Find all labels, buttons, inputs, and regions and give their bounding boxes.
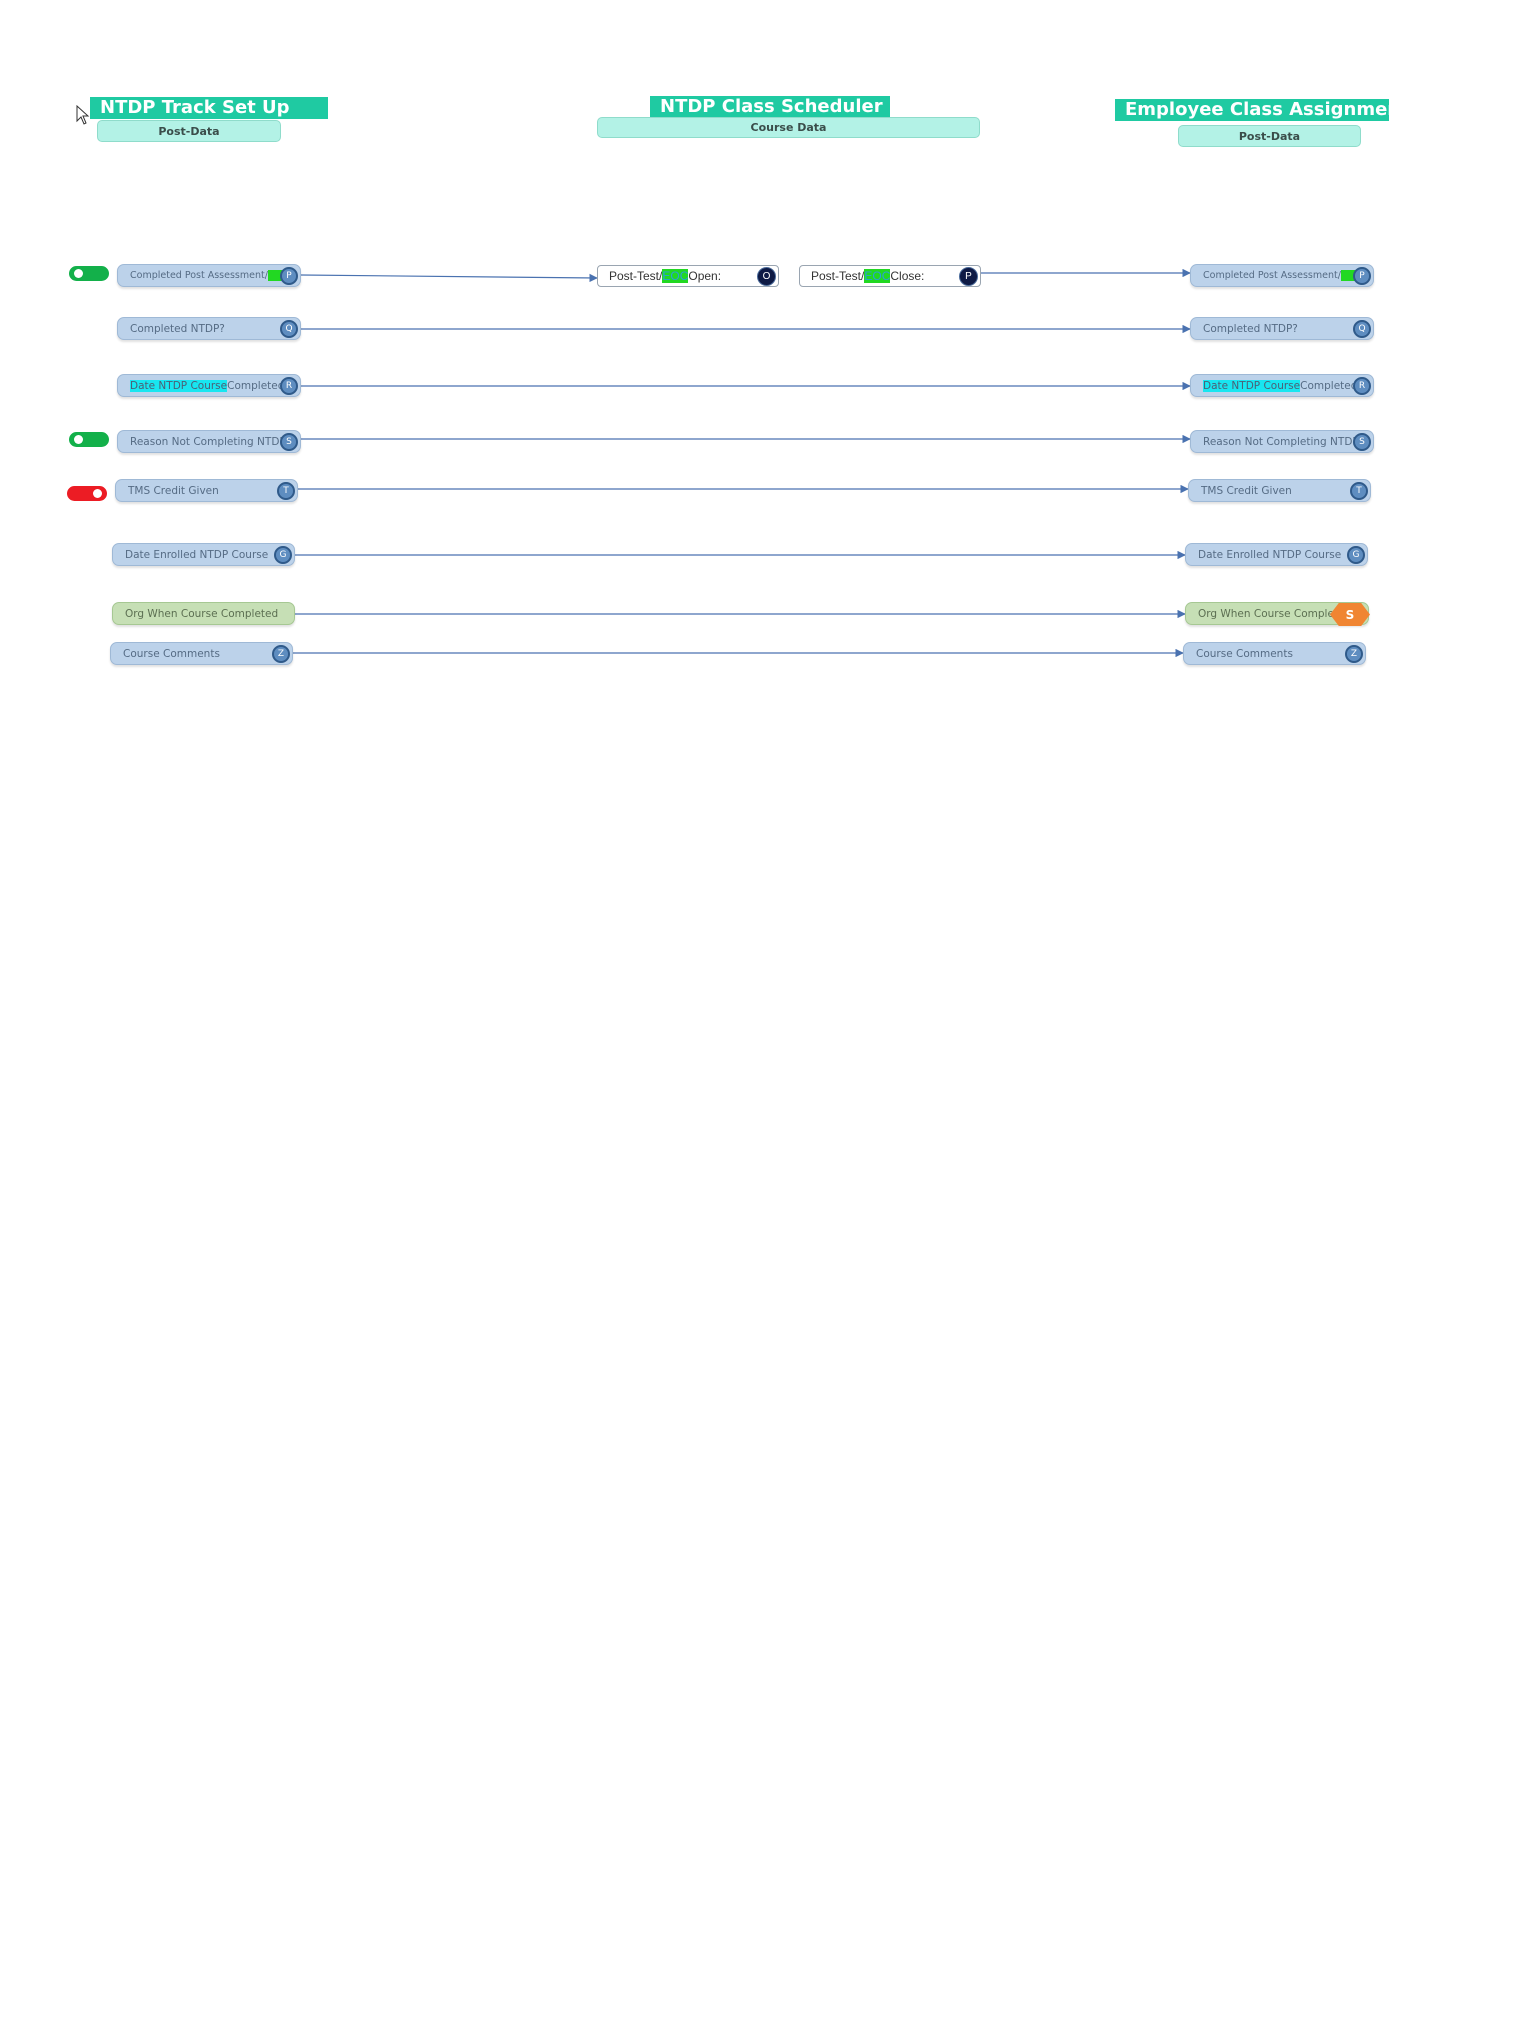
section-title-class-scheduler: NTDP Class Scheduler	[650, 96, 890, 118]
field-course-comments: Course Comments Z	[110, 642, 293, 665]
badge-z: Z	[272, 645, 290, 663]
field-tms-credit-given: TMS Credit Given T	[115, 479, 298, 502]
field-date-enrolled-ntdp-course-right: Date Enrolled NTDP Course G	[1185, 543, 1368, 566]
field-label: TMS Credit Given	[1201, 484, 1292, 497]
post-test-open-highlight: EOC	[662, 269, 689, 283]
section-subtitle-class-scheduler: Course Data	[597, 117, 980, 138]
connector-row-1a	[300, 273, 598, 283]
field-label: Date Enrolled NTDP Course	[1198, 548, 1342, 561]
field-highlight: Date NTDP Course	[1203, 379, 1301, 392]
badge-p: P	[1353, 267, 1371, 285]
badge-q: Q	[1353, 320, 1371, 338]
field-label: Completed	[227, 379, 285, 392]
badge-p: P	[280, 267, 298, 285]
badge-z: Z	[1345, 645, 1363, 663]
badge-r: R	[1353, 377, 1371, 395]
post-test-close-suffix: Close:	[890, 269, 925, 283]
field-highlight: EOC	[267, 270, 293, 281]
badge-q: Q	[280, 320, 298, 338]
field-reason-not-completing-ntdp: Reason Not Completing NTDP S	[117, 430, 301, 453]
field-label: Completed NTDP?	[1203, 322, 1298, 335]
field-date-ntdp-course-completed: Date NTDP Course Completed R	[117, 374, 301, 397]
badge-r: R	[280, 377, 298, 395]
section-subtitle-track-setup: Post-Data	[97, 120, 281, 142]
section-title-track-setup: NTDP Track Set Up	[90, 97, 328, 119]
toggle-completed-post-assessment[interactable]	[69, 266, 109, 281]
field-label: Reason Not Completing NTDP	[1203, 435, 1359, 448]
field-label: Course Comments	[1196, 647, 1293, 660]
toggle-reason-not-completing[interactable]	[69, 432, 109, 447]
field-label: Org When Course Complet	[1198, 607, 1339, 620]
badge-g: G	[274, 546, 292, 564]
badge-p: P	[959, 267, 978, 286]
field-label: Course Comments	[123, 647, 220, 660]
mouse-cursor-icon	[76, 105, 90, 125]
field-highlight: EOC	[1340, 270, 1366, 281]
badge-o: O	[757, 267, 776, 286]
field-date-ntdp-course-completed-right: Date NTDP Course Completed R	[1190, 374, 1374, 397]
field-completed-ntdp-right: Completed NTDP? Q	[1190, 317, 1374, 340]
field-label: Org When Course Completed	[125, 607, 279, 620]
field-completed-post-assessment-right: Completed Post Assessment/EOC P	[1190, 264, 1374, 287]
field-completed-post-assessment: Completed Post Assessment/EOC P	[117, 264, 301, 287]
field-org-when-course-completed: Org When Course Completed	[112, 602, 295, 625]
field-tms-credit-given-right: TMS Credit Given T	[1188, 479, 1371, 502]
post-test-open-suffix: Open:	[688, 269, 722, 283]
badge-t: T	[1350, 482, 1368, 500]
hex-badge-s: S	[1330, 603, 1370, 626]
field-label: Completed Post Assessment/	[1203, 270, 1341, 281]
post-test-open-prefix: Post-Test/	[609, 269, 663, 283]
badge-s: S	[1353, 433, 1371, 451]
post-test-open-box: Post-Test/EOC Open: O	[597, 265, 779, 287]
badge-t: T	[277, 482, 295, 500]
field-label: Completed NTDP?	[130, 322, 225, 335]
toggle-tms-credit-given[interactable]	[67, 486, 107, 501]
section-title-employee-assignment: Employee Class Assignment	[1115, 99, 1409, 121]
field-reason-not-completing-ntdp-right: Reason Not Completing NTDP S	[1190, 430, 1374, 453]
field-org-when-course-completed-right: Org When Course Complet S	[1185, 602, 1370, 626]
field-highlight: Date NTDP Course	[130, 379, 228, 392]
field-date-enrolled-ntdp-course: Date Enrolled NTDP Course G	[112, 543, 295, 566]
badge-g: G	[1347, 546, 1365, 564]
field-label: Completed	[1300, 379, 1358, 392]
field-label: TMS Credit Given	[128, 484, 219, 497]
field-label: Date Enrolled NTDP Course	[125, 548, 269, 561]
post-test-close-highlight: EOC	[864, 269, 891, 283]
post-test-close-box: Post-Test/EOC Close: P	[799, 265, 981, 287]
field-course-comments-right: Course Comments Z	[1183, 642, 1366, 665]
field-label: Reason Not Completing NTDP	[130, 435, 286, 448]
field-completed-ntdp: Completed NTDP? Q	[117, 317, 301, 340]
section-subtitle-employee-assignment: Post-Data	[1178, 125, 1361, 147]
field-label: Completed Post Assessment/	[130, 270, 268, 281]
post-test-close-prefix: Post-Test/	[811, 269, 865, 283]
badge-s: S	[280, 433, 298, 451]
